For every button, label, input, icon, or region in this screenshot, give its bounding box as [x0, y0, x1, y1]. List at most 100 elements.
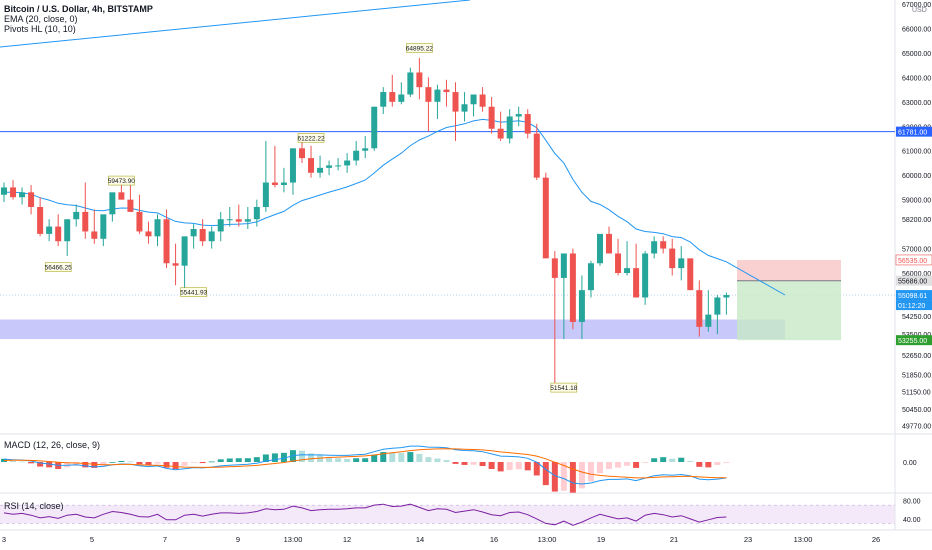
ema-legend[interactable]: EMA (20, close, 0)	[4, 14, 78, 24]
candle-body	[524, 114, 531, 134]
candle-body	[271, 182, 278, 185]
time-axis-tick: 13:00	[794, 535, 813, 544]
pivots-legend[interactable]: Pivots HL (10, 10)	[4, 24, 76, 34]
macd-histogram-bar	[235, 458, 242, 462]
candle-body	[723, 295, 730, 298]
candle-body	[416, 72, 423, 88]
candle-body	[542, 177, 549, 259]
stop-loss-zone	[737, 259, 841, 281]
macd-histogram-bar	[434, 458, 441, 462]
pivot-label: 55441.93	[180, 290, 207, 297]
macd-histogram-bar	[452, 462, 459, 464]
currency-label: USD	[912, 7, 927, 14]
macd-histogram-bar	[705, 462, 712, 468]
macd-histogram-bar	[109, 462, 116, 463]
candle-body	[317, 167, 324, 173]
candle-body	[443, 89, 450, 93]
candle-body	[515, 114, 522, 117]
macd-histogram-bar	[515, 462, 522, 470]
candle-body	[533, 133, 540, 178]
candle-body	[244, 219, 251, 222]
macd-axis-tick: 0.00	[903, 460, 917, 467]
candle-body	[163, 219, 170, 264]
macd-histogram-bar	[506, 462, 513, 471]
time-axis-tick: 23	[744, 535, 752, 544]
macd-signal-line	[3, 448, 727, 479]
pivot-label: 59473.90	[108, 178, 135, 185]
rsi-legend-label[interactable]: RSI (14, close)	[4, 501, 64, 511]
macd-histogram-bar	[217, 459, 224, 462]
candle-body	[91, 231, 98, 239]
macd-histogram-bar	[199, 462, 206, 464]
macd-histogram-bar	[73, 462, 80, 466]
candle-body	[208, 231, 215, 242]
macd-histogram-bar	[37, 462, 44, 467]
macd-histogram-bar	[488, 462, 495, 469]
macd-histogram-bar	[100, 462, 107, 466]
candle-body	[217, 219, 224, 232]
price-axis-tick: 49770.00	[902, 423, 931, 430]
candle-body	[55, 226, 62, 242]
macd-histogram-bar	[28, 462, 35, 464]
rsi-axis-tick: 80.00	[903, 499, 921, 506]
macd-histogram-bar	[371, 454, 378, 462]
price-axis-tick: 56000.00	[902, 271, 931, 278]
candle-body	[497, 128, 504, 139]
candle-body	[73, 211, 80, 220]
macd-legend: MACD (12, 26, close, 9)	[4, 440, 100, 450]
macd-histogram-bar	[46, 462, 53, 468]
macd-histogram-bar	[353, 458, 360, 462]
candle-body	[154, 219, 161, 237]
macd-histogram-bar	[127, 461, 134, 463]
macd-histogram-bar	[226, 458, 233, 462]
pivot-label: 56466.25	[45, 265, 72, 272]
macd-histogram-bar	[723, 462, 730, 463]
macd-histogram-bar	[416, 453, 423, 462]
macd-histogram-bar	[19, 461, 26, 463]
price-tag-box	[896, 300, 932, 311]
pivot-label: 61222.22	[297, 135, 324, 142]
price-axis-tick: 50450.00	[902, 407, 931, 414]
candle-body	[452, 92, 459, 112]
price-tag: 53255.00	[898, 338, 927, 345]
symbol-title[interactable]: Bitcoin / U.S. Dollar, 4h, BITSTAMP	[4, 4, 153, 14]
macd-histogram-bar	[190, 462, 197, 463]
macd-histogram-bar	[687, 460, 694, 462]
price-axis-tick: 51150.00	[902, 390, 931, 397]
pivot-label-box	[550, 382, 578, 393]
candle-body	[371, 106, 378, 149]
macd-histogram-bar	[425, 457, 432, 462]
time-axis-tick: 7	[163, 535, 167, 544]
candle-body	[488, 106, 495, 129]
macd-histogram-bar	[624, 462, 631, 466]
macd-histogram-bar	[587, 462, 594, 482]
price-tag: 55098.61	[898, 293, 927, 300]
macd-histogram-bar	[615, 462, 622, 468]
candle-body	[479, 94, 486, 107]
macd-histogram-bar	[660, 457, 667, 462]
price-axis-tick: 66000.00	[902, 26, 931, 33]
macd-histogram-bar	[569, 462, 576, 493]
price-axis-tick: 51850.00	[902, 373, 931, 380]
macd-legend-label[interactable]: MACD (12, 26, close, 9)	[4, 440, 101, 450]
candle-body	[109, 192, 116, 215]
pivot-label-box	[406, 43, 433, 53]
macd-histogram-bar	[208, 461, 215, 463]
macd-histogram-bar	[82, 462, 89, 468]
candle-body	[19, 192, 26, 198]
macd-histogram-bar	[398, 452, 405, 462]
candle-body	[687, 258, 694, 291]
macd-histogram-bar	[253, 457, 260, 462]
pivot-label: 64895.22	[406, 45, 433, 52]
macd-histogram-bar	[633, 462, 640, 468]
macd-histogram-bar	[461, 462, 468, 465]
time-axis-tick: 21	[670, 535, 678, 544]
macd-histogram-bar	[533, 462, 540, 476]
macd-histogram-bar	[326, 456, 333, 462]
rsi-axis-tick: 40.00	[903, 517, 921, 524]
price-axis-tick: 61000.00	[902, 149, 931, 156]
price-axis-tick: 64000.00	[902, 75, 931, 82]
macd-histogram-bar	[335, 458, 342, 462]
